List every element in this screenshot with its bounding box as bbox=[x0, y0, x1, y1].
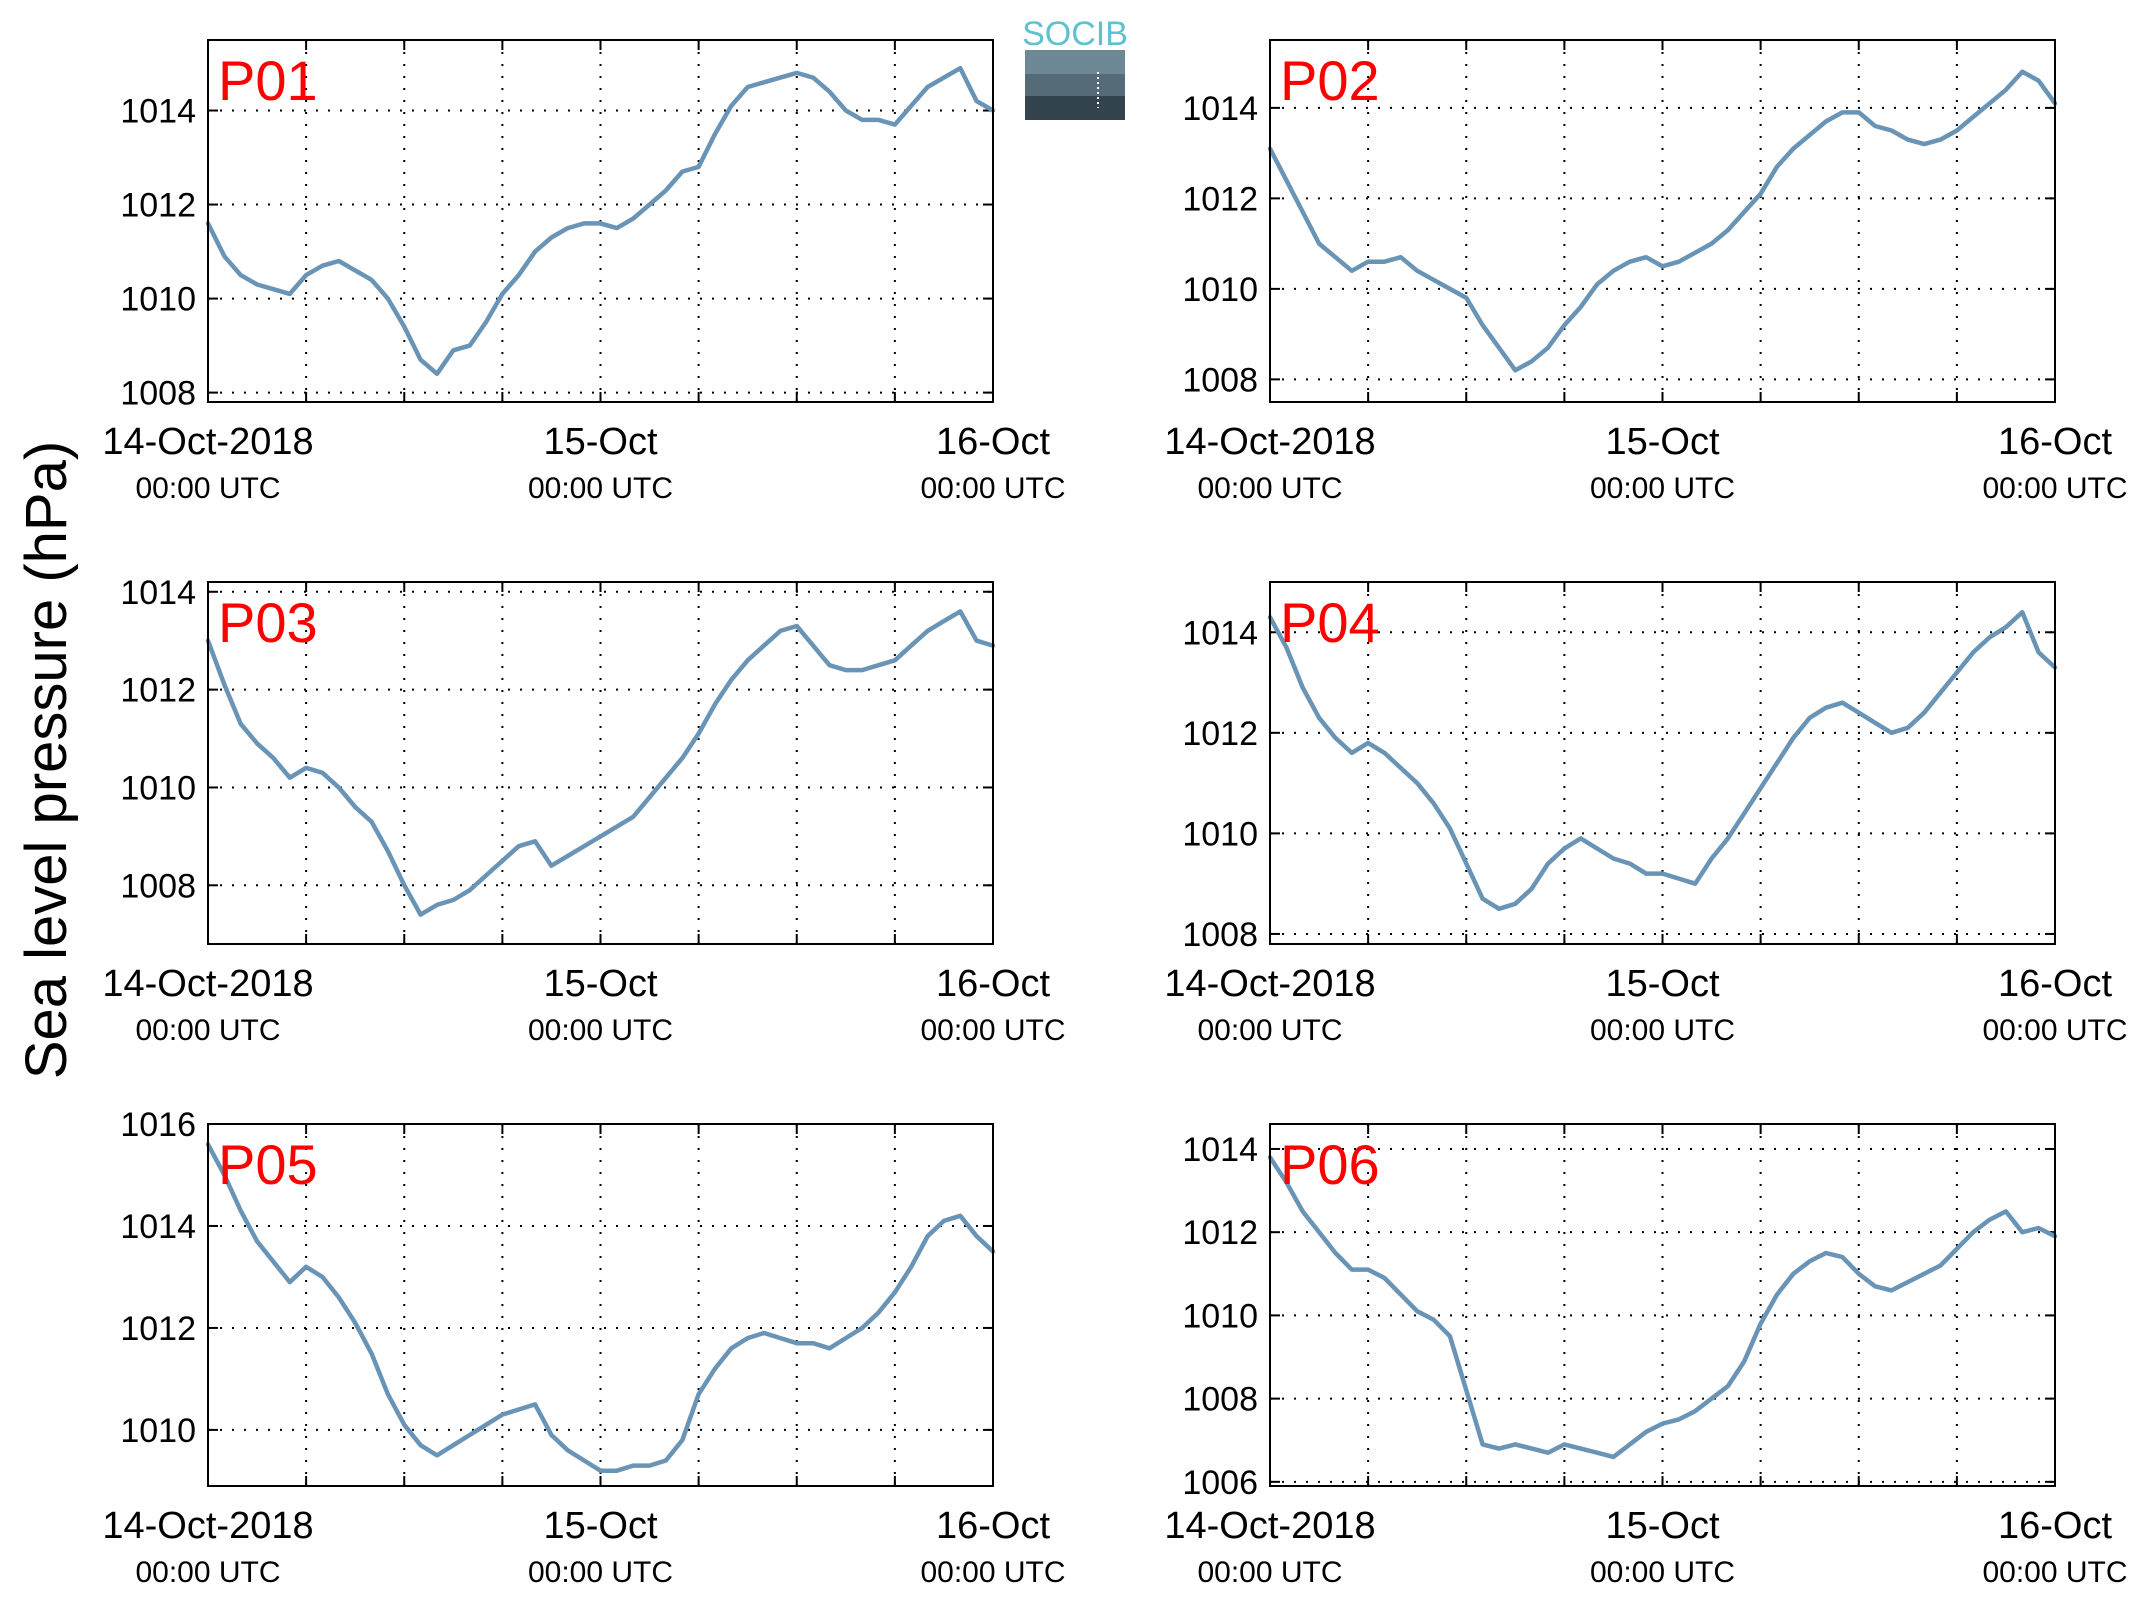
y-tick-label: 1012 bbox=[1182, 180, 1258, 218]
x-tick-label-time: 00:00 UTC bbox=[920, 1014, 1065, 1047]
series-line bbox=[205, 609, 996, 917]
panel-p03: 1008 1010 1012 1014 14-Oct-2018 00:00 UTC 15-O… bbox=[102, 574, 1065, 1047]
y-tick-label: 1010 bbox=[1182, 271, 1258, 309]
x-tick-label-date: 15-Oct bbox=[543, 421, 657, 463]
y-tick-label: 1014 bbox=[120, 93, 196, 131]
x-tick-label-time: 00:00 UTC bbox=[1982, 1014, 2127, 1047]
x-tick-label-date: 16-Oct bbox=[1998, 421, 2112, 463]
y-tick-label: 1014 bbox=[1182, 614, 1258, 652]
x-tick-label-date: 16-Oct bbox=[1998, 963, 2112, 1005]
x-tick-label-date: 15-Oct bbox=[1605, 1505, 1719, 1547]
x-tick-label-time: 00:00 UTC bbox=[135, 472, 280, 505]
x-tick-label-time: 00:00 UTC bbox=[1197, 1014, 1342, 1047]
y-tick-label: 1012 bbox=[120, 672, 196, 710]
y-tick-label: 1010 bbox=[120, 1412, 196, 1450]
x-tick-label-date: 16-Oct bbox=[1998, 1505, 2112, 1547]
x-tick-label-date: 16-Oct bbox=[936, 421, 1050, 463]
x-tick-label-date: 14-Oct-2018 bbox=[1164, 963, 1375, 1005]
x-tick-label-time: 00:00 UTC bbox=[528, 472, 673, 505]
y-tick-label: 1008 bbox=[1182, 916, 1258, 954]
panel-p06: 1006 1008 1010 1012 1014 14-Oct-2018 00:00 UTC… bbox=[1164, 1123, 2128, 1589]
panel-label: P03 bbox=[218, 591, 318, 654]
x-tick-label-time: 00:00 UTC bbox=[1590, 472, 1735, 505]
x-tick-label-date: 15-Oct bbox=[543, 1505, 657, 1547]
panel-label: P04 bbox=[1280, 591, 1380, 654]
series-line bbox=[205, 1142, 996, 1473]
y-tick-label: 1012 bbox=[1182, 1214, 1258, 1252]
axes-frame bbox=[1269, 581, 2056, 945]
series-line bbox=[205, 65, 996, 377]
x-tick-label-time: 00:00 UTC bbox=[1197, 1556, 1342, 1589]
x-tick-label-date: 14-Oct-2018 bbox=[1164, 421, 1375, 463]
panel-label: P05 bbox=[218, 1133, 318, 1196]
y-tick-label: 1010 bbox=[1182, 815, 1258, 853]
y-tick-label: 1014 bbox=[120, 574, 196, 612]
x-tick-label-date: 16-Oct bbox=[936, 963, 1050, 1005]
y-tick-label: 1016 bbox=[120, 1106, 196, 1144]
y-tick-label: 1010 bbox=[120, 281, 196, 319]
panels: 1008 1010 1012 1014 14-Oct-2018 00:00 UTC 15-O… bbox=[102, 39, 2128, 1589]
y-tick-label: 1008 bbox=[120, 867, 196, 905]
y-tick-label: 1014 bbox=[120, 1208, 196, 1246]
x-tick-label-time: 00:00 UTC bbox=[1197, 472, 1342, 505]
x-tick-label-date: 16-Oct bbox=[936, 1505, 1050, 1547]
x-tick-label-time: 00:00 UTC bbox=[1982, 1556, 2127, 1589]
x-tick-label-date: 14-Oct-2018 bbox=[102, 963, 313, 1005]
series-line bbox=[1267, 609, 2058, 912]
y-tick-label: 1012 bbox=[120, 187, 196, 225]
x-tick-label-time: 00:00 UTC bbox=[920, 1556, 1065, 1589]
x-tick-label-date: 15-Oct bbox=[1605, 963, 1719, 1005]
y-tick-label: 1010 bbox=[120, 769, 196, 807]
x-tick-label-time: 00:00 UTC bbox=[1982, 472, 2127, 505]
axes-frame bbox=[207, 39, 994, 403]
y-tick-label: 1008 bbox=[120, 375, 196, 413]
axes-frame bbox=[1269, 1123, 2056, 1487]
socib-logo-text: SOCIB bbox=[1022, 15, 1128, 53]
y-axis-label: Sea level pressure (hPa) bbox=[14, 441, 79, 1079]
panel-p01: 1008 1010 1012 1014 14-Oct-2018 00:00 UTC 15-O… bbox=[102, 39, 1066, 505]
y-tick-label: 1012 bbox=[120, 1310, 196, 1348]
axes-frame bbox=[1269, 39, 2056, 403]
y-tick-label: 1010 bbox=[1182, 1297, 1258, 1335]
x-tick-label-time: 00:00 UTC bbox=[528, 1556, 673, 1589]
panel-label: P02 bbox=[1280, 49, 1380, 112]
series-line bbox=[1267, 1155, 2058, 1460]
series-line bbox=[1267, 69, 2058, 373]
x-tick-label-date: 15-Oct bbox=[1605, 421, 1719, 463]
axes-frame bbox=[207, 1123, 994, 1487]
x-tick-label-date: 15-Oct bbox=[543, 963, 657, 1005]
axes-frame bbox=[207, 581, 994, 945]
x-tick-label-date: 14-Oct-2018 bbox=[102, 421, 313, 463]
panel-label: P01 bbox=[218, 49, 318, 112]
y-tick-label: 1014 bbox=[1182, 90, 1258, 128]
x-tick-label-time: 00:00 UTC bbox=[135, 1556, 280, 1589]
x-tick-label-time: 00:00 UTC bbox=[1590, 1556, 1735, 1589]
y-tick-label: 1012 bbox=[1182, 715, 1258, 753]
y-tick-label: 1006 bbox=[1182, 1464, 1258, 1502]
x-tick-label-date: 14-Oct-2018 bbox=[1164, 1505, 1375, 1547]
x-tick-label-time: 00:00 UTC bbox=[1590, 1014, 1735, 1047]
x-tick-label-date: 14-Oct-2018 bbox=[102, 1505, 313, 1547]
y-tick-label: 1008 bbox=[1182, 1381, 1258, 1419]
x-tick-label-time: 00:00 UTC bbox=[528, 1014, 673, 1047]
y-tick-label: 1014 bbox=[1182, 1131, 1258, 1169]
x-tick-label-time: 00:00 UTC bbox=[135, 1014, 280, 1047]
panel-p02: 1008 1010 1012 1014 14-Oct-2018 00:00 UTC 15-O… bbox=[1164, 39, 2128, 505]
x-tick-label-time: 00:00 UTC bbox=[920, 472, 1065, 505]
socib-logo: SOCIB bbox=[1022, 15, 1128, 120]
y-tick-label: 1008 bbox=[1182, 361, 1258, 399]
panel-p05: 1010 1012 1014 1016 14-Oct-2018 00:00 UTC 15-O… bbox=[102, 1106, 1065, 1589]
panel-p04: 1008 1010 1012 1014 14-Oct-2018 00:00 UTC 15-O… bbox=[1164, 581, 2128, 1047]
panel-label: P06 bbox=[1280, 1133, 1380, 1196]
